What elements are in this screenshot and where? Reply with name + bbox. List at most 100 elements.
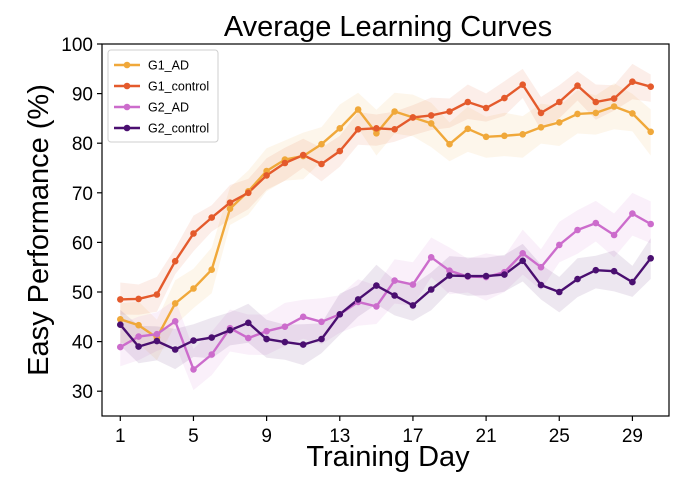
y-tick-label: 70 xyxy=(72,184,93,205)
g1-control-point xyxy=(373,125,380,132)
g1-ad-point xyxy=(556,119,563,126)
g1-ad-point xyxy=(318,140,325,148)
g2-ad-point xyxy=(153,330,161,338)
g2-ad-point xyxy=(245,334,252,342)
g2-ad-point xyxy=(592,219,600,227)
g2-ad-point xyxy=(299,313,307,321)
g1-control-point xyxy=(427,112,435,119)
y-axis-ticks: 30 40 50 60 70 80 90 100 xyxy=(61,35,102,403)
g1-control-point xyxy=(336,147,344,155)
g2-control-point xyxy=(171,346,179,353)
g2-ad-point xyxy=(647,220,654,228)
y-tick-label: 100 xyxy=(61,35,93,56)
g1-control-point xyxy=(592,98,600,106)
legend-label-g1-control: G1_control xyxy=(148,80,209,94)
x-axis-label: Training Day xyxy=(306,441,470,473)
g2-ad-point xyxy=(318,318,325,326)
g2-control-point xyxy=(245,319,252,327)
g1-control-point xyxy=(190,230,197,237)
g2-control-point xyxy=(117,321,124,329)
g2-control-point xyxy=(373,282,380,289)
g1-control-point xyxy=(464,98,472,106)
legend-label-g2-control: G2_control xyxy=(148,122,209,136)
g1-control-point xyxy=(610,95,618,102)
g2-control-point xyxy=(299,341,307,348)
g2-control-point xyxy=(190,337,197,344)
g2-control-point xyxy=(391,292,398,299)
g2-control-point xyxy=(354,296,362,303)
g2-ad-line xyxy=(119,212,652,371)
g2-ad-point xyxy=(427,253,435,261)
y-tick-label: 40 xyxy=(72,333,93,354)
g1-control-point xyxy=(208,214,215,221)
g1-control-point xyxy=(629,78,636,85)
g1-control-point xyxy=(537,109,545,117)
g1-control-point xyxy=(117,296,124,303)
g1-ad-point xyxy=(336,125,344,132)
x-tick-label: 21 xyxy=(476,426,497,447)
g2-control-point xyxy=(135,343,142,350)
g2-ad-point xyxy=(373,303,380,310)
g2-ad-point xyxy=(446,267,453,275)
y-tick-label: 50 xyxy=(72,283,93,304)
g1-control-point xyxy=(299,151,307,159)
g2-control-point xyxy=(318,335,325,343)
y-tick-label: 80 xyxy=(72,134,93,155)
y-axis-label: Easy Performance (%) xyxy=(23,84,55,376)
y-tick-label: 60 xyxy=(72,233,93,254)
series-points xyxy=(117,78,654,373)
g1-control-point xyxy=(281,159,289,167)
g1-control-point xyxy=(245,189,252,197)
g1-ad-line xyxy=(119,105,652,339)
x-tick-label: 17 xyxy=(402,426,423,447)
g1-control-point xyxy=(574,82,581,89)
g1-control-point xyxy=(318,160,325,168)
g2-ad-point xyxy=(263,327,270,335)
g1-control-point xyxy=(153,291,161,298)
legend-marker-g2-ad xyxy=(123,103,131,111)
g2-control-point xyxy=(446,272,453,279)
g2-ad-point xyxy=(537,263,545,271)
g2-control-point xyxy=(537,281,545,289)
g1-ad-point xyxy=(427,120,435,127)
legend-marker-g2-control xyxy=(123,124,131,132)
g2-ad-point xyxy=(610,231,618,239)
g1-ad-point xyxy=(117,316,124,323)
g2-control-point xyxy=(592,266,600,274)
g2-ad-point xyxy=(117,343,124,351)
g2-control-point xyxy=(647,254,654,262)
g1-control-point xyxy=(226,199,234,206)
g2-ad-point xyxy=(135,333,142,340)
g2-control-band xyxy=(120,238,651,370)
g1-control-point xyxy=(446,108,453,115)
chart-title: Average Learning Curves xyxy=(224,11,552,43)
g1-ad-point xyxy=(135,321,142,329)
g2-control-point xyxy=(263,335,270,343)
g1-control-point xyxy=(519,81,526,88)
x-tick-label: 5 xyxy=(188,426,199,447)
legend-marker-g1-ad xyxy=(123,61,131,69)
g1-ad-point xyxy=(592,109,600,117)
g1-control-point xyxy=(501,94,508,102)
g2-ad-point xyxy=(574,226,581,234)
g2-control-point xyxy=(226,326,234,334)
legend-label-g2-ad: G2_AD xyxy=(148,101,189,115)
g1-ad-point xyxy=(354,106,362,113)
g2-ad-point xyxy=(391,277,398,284)
x-tick-label: 9 xyxy=(261,426,272,447)
g1-control-line xyxy=(120,80,652,301)
g2-ad-point xyxy=(208,351,215,358)
g2-ad-point xyxy=(190,366,197,373)
g1-ad-point xyxy=(171,300,179,307)
g1-ad-point xyxy=(464,125,472,133)
plot-frame xyxy=(101,43,670,417)
g2-ad-point xyxy=(519,250,526,257)
g2-control-point xyxy=(409,302,417,309)
g2-ad-point xyxy=(556,241,563,249)
g1-ad-point xyxy=(190,285,197,292)
legend-label-g1-ad: G1_AD xyxy=(148,59,189,73)
x-axis-ticks: 1 5 9 13 17 21 25 29 xyxy=(115,416,643,447)
g1-control-point xyxy=(647,83,654,90)
y-tick-label: 30 xyxy=(72,382,93,403)
